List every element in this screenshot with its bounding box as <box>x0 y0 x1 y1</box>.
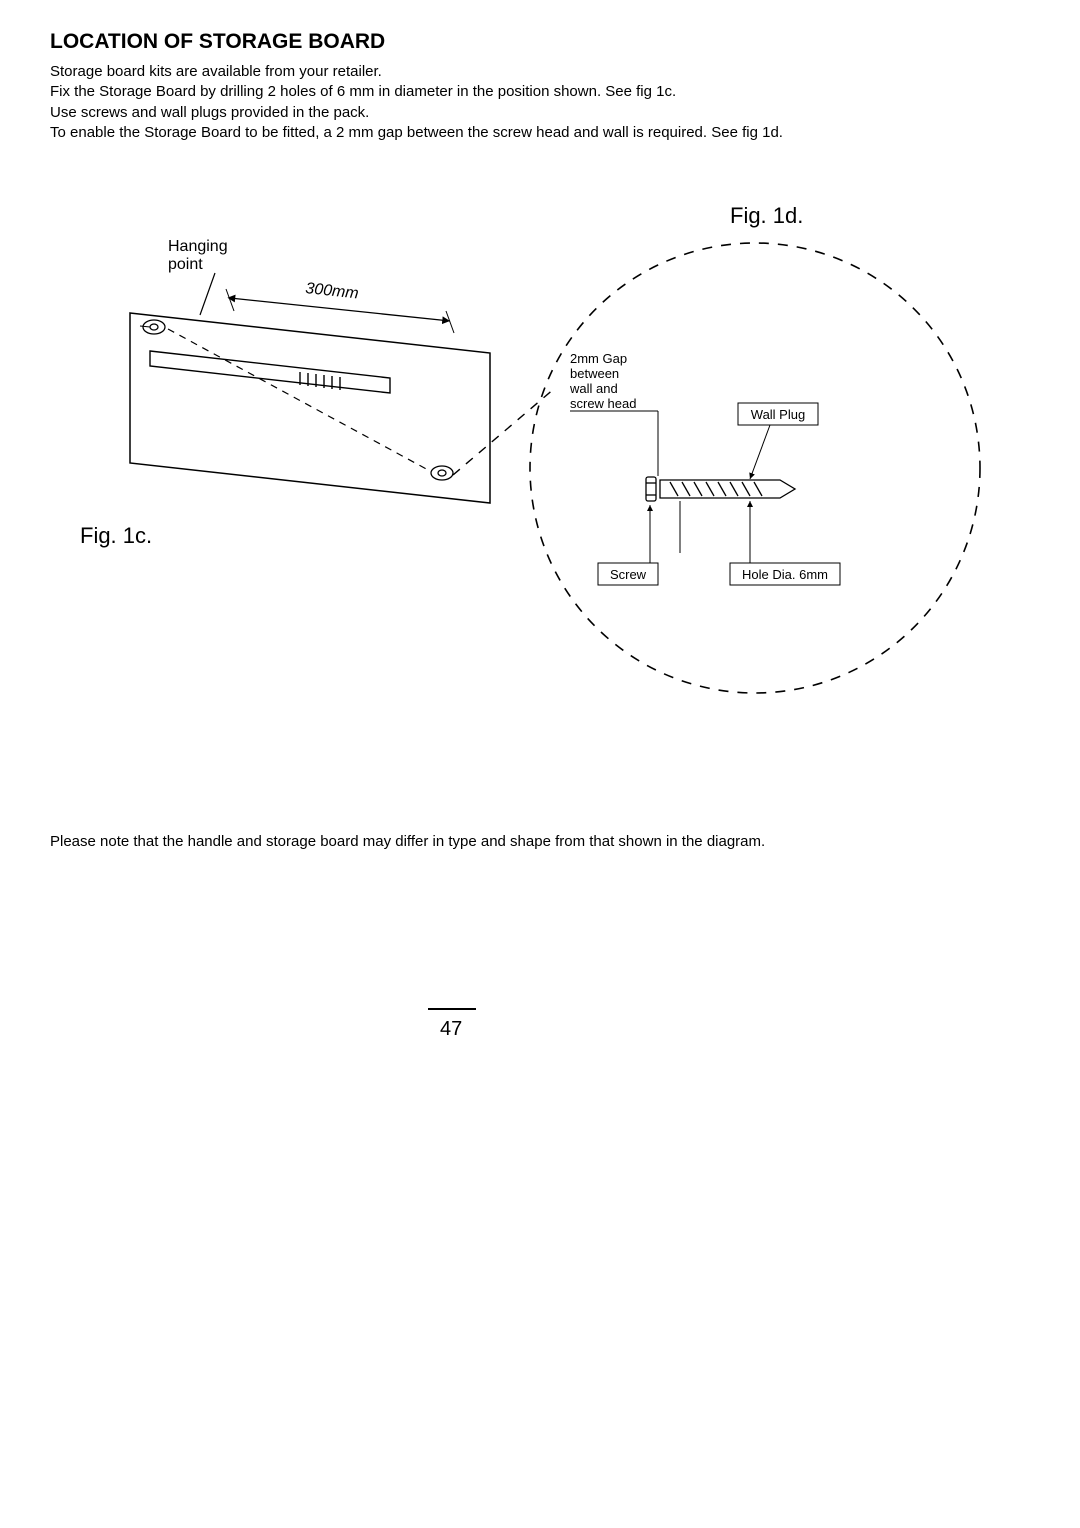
section-heading: LOCATION OF STORAGE BOARD <box>50 30 1020 54</box>
page-number: 47 <box>440 1018 462 1041</box>
gap-l3: wall and <box>569 381 618 396</box>
paragraph-4: To enable the Storage Board to be fitted… <box>50 123 1020 143</box>
gap-l4: screw head <box>570 396 636 411</box>
screw-label: Screw <box>610 567 647 582</box>
dimension-text: 300mm <box>305 280 360 302</box>
figure-area: Fig. 1d. Fig. 1c. <box>50 193 1010 713</box>
paragraph-2: Fix the Storage Board by drilling 2 hole… <box>50 82 1020 102</box>
figure-svg: 300mm Hanging point <box>50 193 1010 718</box>
paragraph-3: Use screws and wall plugs provided in th… <box>50 103 1020 123</box>
page-number-rule <box>428 1008 476 1010</box>
gap-l2: between <box>570 366 619 381</box>
hanging-point-l2: point <box>168 256 203 273</box>
hanging-point-l1: Hanging <box>168 238 228 255</box>
page: LOCATION OF STORAGE BOARD Storage board … <box>0 0 1080 1528</box>
wall-plug-label: Wall Plug <box>751 407 805 422</box>
paragraph-1: Storage board kits are available from yo… <box>50 62 1020 82</box>
gap-l1: 2mm Gap <box>570 351 627 366</box>
note-text: Please note that the handle and storage … <box>50 833 1020 850</box>
hole-dia-label: Hole Dia. 6mm <box>742 567 828 582</box>
